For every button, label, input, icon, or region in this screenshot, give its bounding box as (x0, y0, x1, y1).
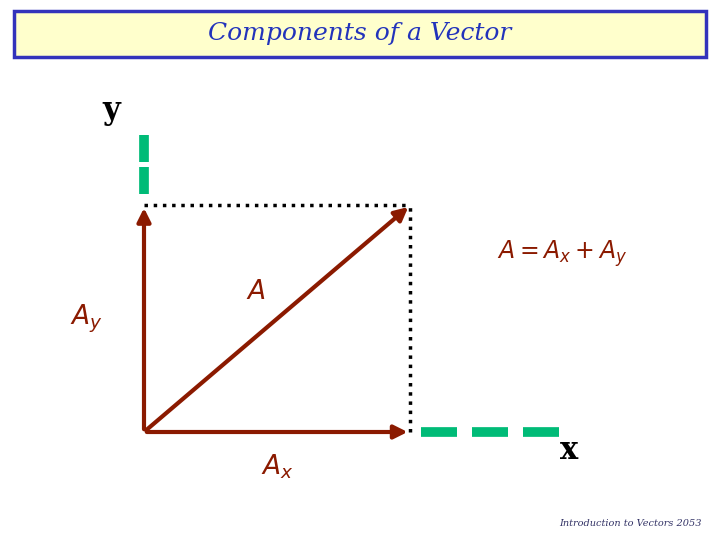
Text: $A_y$: $A_y$ (70, 302, 103, 335)
Text: $\mathit{A} = \mathit{A}_x + \mathit{A}_y$: $\mathit{A} = \mathit{A}_x + \mathit{A}_… (497, 239, 626, 269)
Text: y: y (103, 95, 120, 126)
Text: x: x (559, 435, 578, 467)
Text: Components of a Vector: Components of a Vector (208, 22, 512, 45)
Text: Introduction to Vectors 2053: Introduction to Vectors 2053 (559, 519, 702, 528)
Text: $A_x$: $A_x$ (261, 453, 294, 481)
FancyBboxPatch shape (14, 11, 706, 57)
Text: $A$: $A$ (246, 279, 266, 304)
